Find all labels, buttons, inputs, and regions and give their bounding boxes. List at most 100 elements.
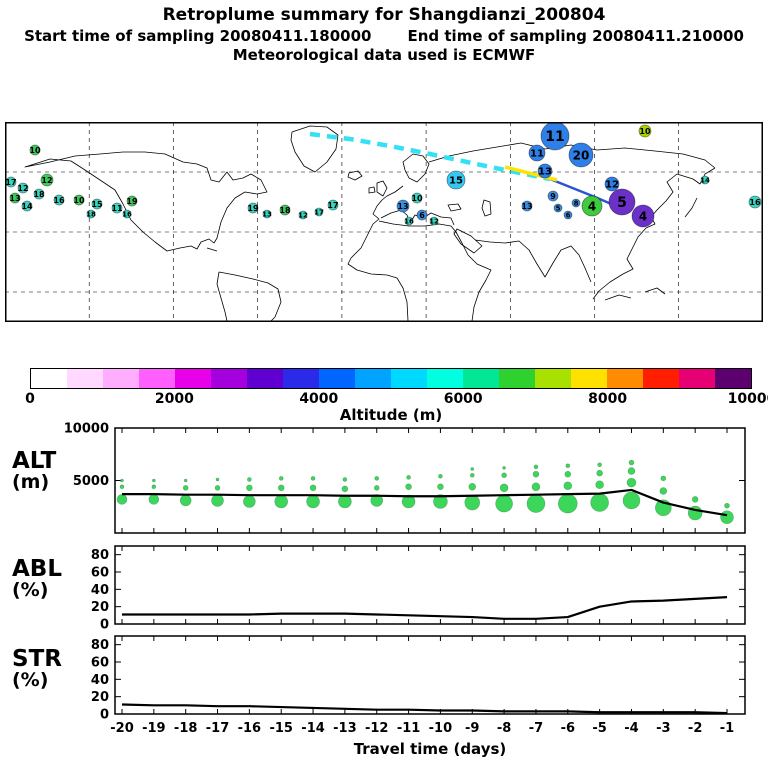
map-bubble [631,204,655,228]
page-title: Retroplume summary for Shangdianzi_20080… [162,5,606,25]
alt-plume-bubble [179,494,192,507]
x-tick-label: -6 [561,721,575,736]
alt-plume-bubble [526,494,546,513]
map-bubble-label: 13 [521,202,532,211]
alt-plume-bubble [373,485,380,491]
map-bubble [126,195,138,207]
y-tick-label: 10000 [64,422,109,437]
map-bubble [247,202,259,214]
colorbar-segment [643,369,679,388]
map-bubble-label: 20 [573,148,590,162]
alt-plume-bubble [659,487,668,495]
abl-line [122,596,728,620]
alt-plume-bubble [595,480,604,489]
colorbar-tick-labels: 0 2000 4000 6000 8000 10000 [25,391,768,407]
str-unit: (%) [12,669,49,692]
alt-plume-bubble [565,463,571,469]
alt-plume-bubble [247,477,252,482]
map-bubble-label: 4 [588,199,596,213]
alt-plume-bubble [152,478,156,483]
x-tick-label: -8 [497,721,511,736]
colorbar-segment [427,369,463,388]
x-tick-label: -15 [269,721,293,736]
map-bubble [29,144,41,156]
colorbar-segment [571,369,607,388]
map-bubble-label: 10 [639,127,651,136]
alt-plume-bubble [464,494,481,511]
y-tick-label: 5000 [73,474,109,489]
met-data-text: Meteorological data used is ECMWF [232,46,536,64]
alt-plume-bubble [274,494,289,509]
alt-plume-bubble [563,481,573,491]
alt-plume-bubble [627,467,636,475]
map-bubble [396,199,410,213]
map-bubble [521,200,533,212]
map-bubble [429,216,439,226]
alt-plume-bubble [597,462,602,468]
alt-plume-bubble [119,484,125,490]
alt-plume-bubble [557,493,578,514]
colorbar-gradient [30,368,752,389]
map-bubble-label: 15 [449,176,463,187]
map-bubble-label: 18 [279,206,291,215]
alt-plume-bubble [495,494,513,513]
alt-plume-bubble [401,494,416,509]
map-bubble-label: 17 [5,178,16,187]
alt-unit: (m) [12,471,50,494]
alt-plume-bubble [433,494,448,509]
alt-plume-bubble [724,502,730,509]
y-tick-label: 80 [91,548,109,563]
map-bubble-label: 16 [53,196,65,205]
colorbar-tick-label: 6000 [443,391,483,407]
colorbar-segment [391,369,427,388]
alt-plume-bubble [183,478,188,483]
start-time-text: Start time of sampling 20080411.180000 [24,27,372,45]
alt-plume-bubble [246,484,253,492]
alt-label: ALT [12,448,57,474]
map-bubble-label: 13 [397,202,408,211]
x-tick-label: -19 [142,721,166,736]
alt-plume-bubble [622,491,641,510]
trajectory-dashed [309,131,551,182]
alt-plume-bubble [211,494,224,507]
alt-plume-bubble [660,475,667,482]
map-bubble [638,124,652,138]
alt-plume-bubble [151,484,157,490]
map-bubble [86,209,96,219]
colorbar-segment [679,369,715,388]
colorbar-segment [319,369,355,388]
map-bubble [416,209,428,221]
alt-plume-bubble [306,494,320,509]
colorbar-segment [355,369,391,388]
map-bubble [73,194,85,206]
map-bubble [279,204,291,216]
x-tick-label: -18 [174,721,198,736]
abl-frame [114,545,746,625]
alt-plume-bubble [370,494,384,507]
map-bubble [122,209,132,219]
x-tick-label: -16 [238,721,262,736]
colorbar-title: Altitude (m) [339,406,443,424]
alt-plume-bubble [470,467,475,471]
colorbar-segment [67,369,103,388]
map-bubble [581,195,603,217]
map-bubble-label: 14 [21,202,33,211]
trajectory-highlight [504,165,558,182]
x-tick-label: -11 [397,721,421,736]
map-bubble-label: 17 [327,201,338,210]
alt-plume-bubble [406,475,411,480]
abl-axis-label: ABL (%) [12,557,108,601]
map-bubble-label: 19 [247,204,259,213]
x-tick-label: -17 [206,721,230,736]
map-bubble [262,209,272,219]
map-bubble [571,198,581,208]
colorbar-segment [535,369,571,388]
alt-plume-bubble [590,493,609,512]
map-bubble-label: 13 [262,211,272,219]
colorbar-tick-label: 2000 [154,391,194,407]
alt-plume-bubble [116,494,128,505]
y-tick-label: 20 [91,600,109,615]
x-tick-label: -7 [529,721,543,736]
map-bubble-label: 11 [530,149,544,160]
